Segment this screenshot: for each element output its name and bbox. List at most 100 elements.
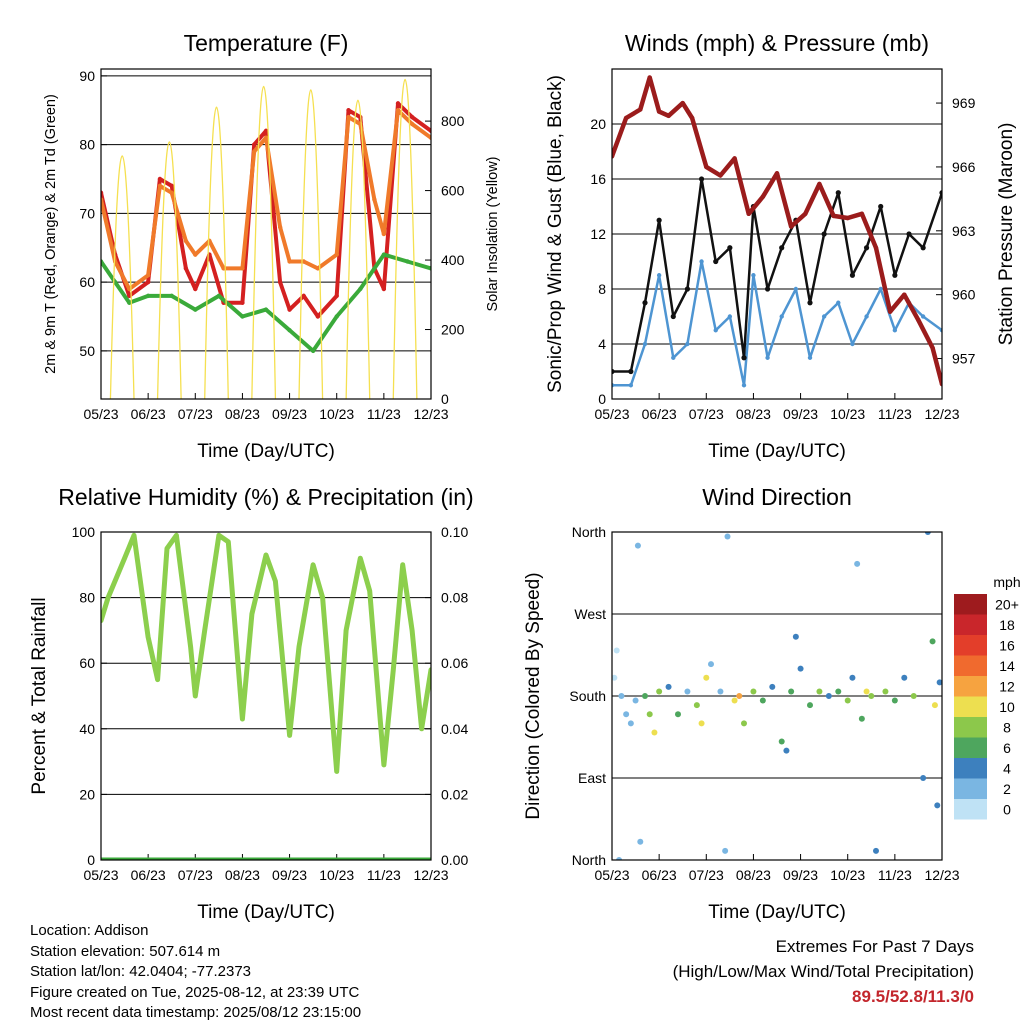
direction-point xyxy=(835,688,842,695)
y-tick-label: 20 xyxy=(590,116,606,132)
data-point xyxy=(817,181,822,187)
direction-point xyxy=(891,697,898,704)
x-axis-label: Time (Day/UTC) xyxy=(708,441,846,462)
direction-point xyxy=(934,802,941,809)
legend-label: 20+ xyxy=(995,597,1019,613)
data-point xyxy=(400,562,405,567)
legend-swatch xyxy=(954,758,987,779)
x-tick-label: 05/23 xyxy=(83,867,118,883)
data-point xyxy=(226,539,231,545)
data-point xyxy=(112,259,118,264)
legend-label: 6 xyxy=(1003,740,1011,756)
legend-label: 8 xyxy=(1003,720,1011,736)
data-point xyxy=(315,314,321,319)
y2-tick-label: 957 xyxy=(952,351,976,367)
x-tick-label: 11/23 xyxy=(367,406,401,422)
direction-point xyxy=(778,738,785,745)
x-tick-label: 09/23 xyxy=(272,867,307,883)
direction-point xyxy=(731,697,738,704)
series-1 xyxy=(612,259,942,388)
data-point xyxy=(358,556,363,561)
data-point xyxy=(296,644,302,649)
data-point xyxy=(263,128,269,134)
data-point xyxy=(612,368,615,375)
legend-swatch xyxy=(954,696,987,717)
direction-point xyxy=(708,661,714,668)
legend-swatch xyxy=(954,594,987,615)
y-tick-label: 100 xyxy=(72,524,96,540)
data-point xyxy=(698,176,705,182)
data-point xyxy=(864,314,869,319)
data-point xyxy=(628,383,634,388)
data-point xyxy=(850,341,855,347)
data-point xyxy=(155,677,160,682)
legend-swatch xyxy=(954,614,987,635)
data-point xyxy=(699,259,704,264)
data-point xyxy=(807,300,813,306)
direction-point xyxy=(863,688,870,695)
data-point xyxy=(713,258,719,265)
data-point xyxy=(202,628,207,633)
series-1 xyxy=(101,101,431,319)
data-point xyxy=(287,307,292,312)
data-point xyxy=(849,272,856,278)
data-point xyxy=(381,252,387,257)
x-axis-label: Time (Day/UTC) xyxy=(197,902,335,923)
data-point xyxy=(263,552,269,558)
data-point xyxy=(334,293,339,299)
legend-label: 16 xyxy=(999,638,1015,654)
data-point xyxy=(859,211,865,216)
y2-tick-label: 0.06 xyxy=(441,655,468,671)
data-point xyxy=(685,341,690,347)
data-point xyxy=(727,245,733,251)
y-tick-label: 16 xyxy=(590,171,606,187)
data-point xyxy=(647,75,652,80)
y2-tick-label: 600 xyxy=(441,183,465,199)
data-point xyxy=(277,224,283,230)
direction-point xyxy=(924,532,931,535)
extremes-value: 89.5/52.8/11.3/0 xyxy=(852,987,974,1006)
direction-point xyxy=(759,697,766,704)
x-tick-label: 08/23 xyxy=(736,406,771,422)
y2-tick-label: 960 xyxy=(952,287,976,303)
data-point xyxy=(287,328,292,333)
legend-swatch xyxy=(954,799,987,820)
y-tick-label: 90 xyxy=(79,68,95,84)
direction-point xyxy=(797,665,804,672)
data-point xyxy=(334,769,339,774)
direction-point xyxy=(612,674,618,681)
data-point xyxy=(105,595,111,600)
data-point xyxy=(409,114,415,120)
y-tick-label: 20 xyxy=(79,786,95,802)
legend-swatch xyxy=(954,635,987,656)
series-2 xyxy=(612,176,942,375)
data-point xyxy=(409,121,415,127)
figure-created: Figure created on Tue, 2025-08-12, at 23… xyxy=(30,983,360,1001)
data-point xyxy=(145,634,151,640)
data-point xyxy=(346,114,351,120)
chart-title: Wind Direction xyxy=(702,484,852,510)
x-tick-label: 07/23 xyxy=(178,867,213,883)
legend-label: 4 xyxy=(1003,761,1011,777)
x-tick-label: 07/23 xyxy=(689,406,724,422)
y-tick-label: 80 xyxy=(79,590,95,606)
data-point xyxy=(642,341,648,347)
direction-point xyxy=(920,775,927,781)
x-tick-label: 08/23 xyxy=(225,406,260,422)
direction-point xyxy=(642,693,648,699)
direction-point xyxy=(931,702,938,709)
data-point xyxy=(145,279,151,285)
insolation-arc xyxy=(204,106,229,399)
data-point xyxy=(779,245,785,251)
data-point xyxy=(727,314,733,319)
data-point xyxy=(741,355,747,361)
x-tick-label: 10/23 xyxy=(830,867,865,883)
data-point xyxy=(656,109,662,114)
direction-point xyxy=(741,720,747,727)
data-point xyxy=(863,245,870,251)
data-point xyxy=(216,293,222,299)
plot-frame xyxy=(611,531,943,861)
direction-point xyxy=(634,542,641,549)
data-point xyxy=(183,238,189,244)
direction-point xyxy=(750,688,757,695)
